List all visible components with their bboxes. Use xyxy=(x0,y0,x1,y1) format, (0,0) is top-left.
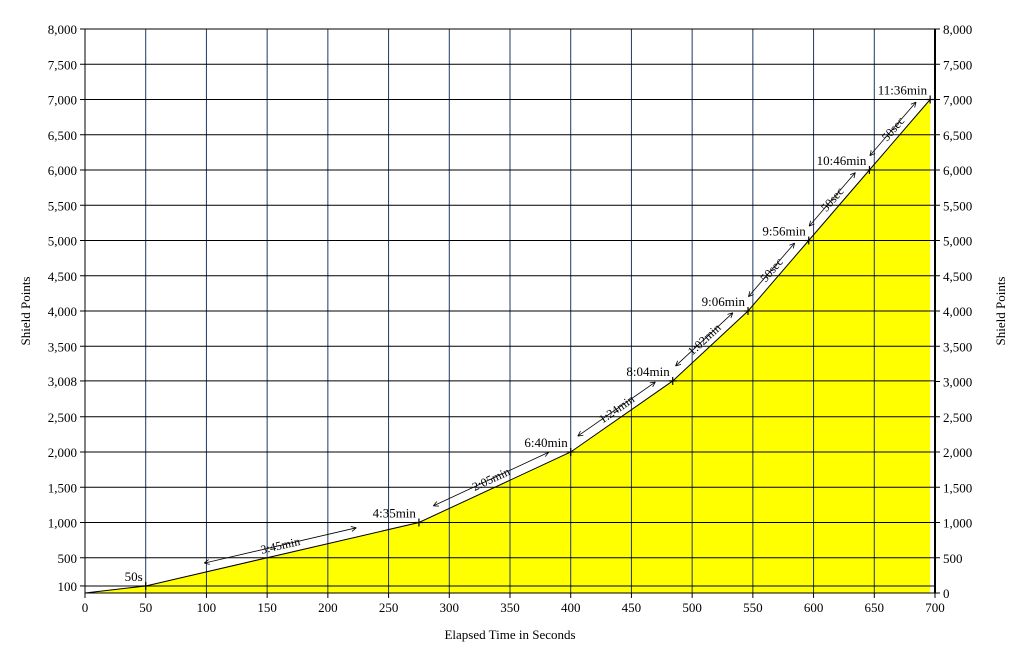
x-axis-title: Elapsed Time in Seconds xyxy=(444,627,575,642)
y-tick-label-left: 100 xyxy=(58,579,78,594)
x-tick-label: 350 xyxy=(500,600,520,615)
y-tick-label-left: 7,500 xyxy=(48,57,77,72)
y-axis-title-right: Shield Points xyxy=(993,277,1008,346)
duration-arrow-line xyxy=(808,172,856,227)
duration-arrow-head-left xyxy=(577,430,584,437)
x-tick-label: 50 xyxy=(139,600,152,615)
y-tick-label-left: 1,000 xyxy=(48,516,77,531)
x-tick-label: 600 xyxy=(804,600,824,615)
duration-arrow-head-right xyxy=(350,526,357,532)
y-tick-label-left: 8,000 xyxy=(48,22,77,37)
x-tick-label: 650 xyxy=(865,600,885,615)
y-tick-label-right: 2,500 xyxy=(943,410,972,425)
duration-arrow-head-right xyxy=(727,312,734,319)
x-tick-label: 450 xyxy=(622,600,642,615)
x-tick-label: 0 xyxy=(82,600,89,615)
y-tick-label-right: 7,000 xyxy=(943,93,972,108)
duration-arrow-line xyxy=(748,242,795,297)
y-tick-label-right: 3,000 xyxy=(943,375,972,390)
y-tick-label-left: 5,000 xyxy=(48,234,77,249)
y-tick-label-left: 3,008 xyxy=(48,374,77,389)
x-tick-label: 150 xyxy=(257,600,277,615)
data-point-label: 8:04min xyxy=(626,364,670,379)
data-point-label: 6:40min xyxy=(524,435,568,450)
y-tick-label-right: 7,500 xyxy=(943,57,972,72)
data-point-label: 9:56min xyxy=(762,224,806,239)
duration-arrow-head-right xyxy=(543,451,550,457)
y-tick-label-left: 4,000 xyxy=(48,304,77,319)
y-tick-label-left: 2,500 xyxy=(48,410,77,425)
x-tick-label: 550 xyxy=(743,600,763,615)
y-tick-label-left: 7,000 xyxy=(48,93,77,108)
y-tick-label-right: 0 xyxy=(943,586,950,601)
y-tick-label-left: 6,500 xyxy=(48,128,77,143)
area-fill xyxy=(85,99,931,593)
y-tick-label-left: 1,500 xyxy=(48,480,77,495)
duration-arrow-head-left xyxy=(748,291,754,298)
duration-arrow-line xyxy=(869,101,917,156)
data-point-label: 50s xyxy=(125,569,143,584)
y-tick-label-right: 4,000 xyxy=(943,304,972,319)
x-tick-label: 500 xyxy=(682,600,702,615)
data-point-label: 10:46min xyxy=(817,153,867,168)
data-point-label: 11:36min xyxy=(878,83,928,98)
duration-arrow-head-left xyxy=(869,150,876,157)
y-tick-label-right: 1,000 xyxy=(943,516,972,531)
y-axis-title-left: Shield Points xyxy=(18,277,33,346)
duration-arrow-head-left xyxy=(433,501,439,507)
duration-arrow-line xyxy=(675,312,734,367)
data-point-label: 4:35min xyxy=(373,506,417,521)
x-tick-label: 250 xyxy=(379,600,399,615)
x-tick-label: 100 xyxy=(197,600,217,615)
duration-arrow-head-right xyxy=(789,242,795,249)
y-tick-label-left: 500 xyxy=(58,551,78,566)
duration-arrow-head-left xyxy=(204,559,210,565)
y-tick-label-right: 8,000 xyxy=(943,22,972,37)
y-tick-label-right: 5,500 xyxy=(943,198,972,213)
duration-arrow-line xyxy=(577,381,656,437)
y-tick-label-left: 4,500 xyxy=(48,269,77,284)
duration-arrow-line xyxy=(204,527,357,564)
y-tick-label-right: 500 xyxy=(943,551,963,566)
duration-arrow-head-right xyxy=(649,381,656,388)
x-tick-label: 400 xyxy=(561,600,581,615)
x-tick-label: 300 xyxy=(440,600,460,615)
x-tick-label: 200 xyxy=(318,600,338,615)
duration-arrow-head-left xyxy=(675,360,682,367)
duration-arrow-line xyxy=(433,451,549,507)
y-tick-label-left: 5,500 xyxy=(48,198,77,213)
duration-arrow-head-left xyxy=(808,220,815,227)
y-tick-label-right: 2,000 xyxy=(943,445,972,460)
y-tick-label-right: 4,500 xyxy=(943,269,972,284)
y-tick-label-left: 3,500 xyxy=(48,339,77,354)
y-tick-label-left: 6,000 xyxy=(48,163,77,178)
y-tick-label-right: 5,000 xyxy=(943,234,972,249)
x-tick-label: 700 xyxy=(925,600,945,615)
duration-arrow-head-right xyxy=(850,172,856,179)
y-tick-label-right: 3,500 xyxy=(943,339,972,354)
data-point-label: 9:06min xyxy=(702,294,746,309)
y-tick-label-right: 6,500 xyxy=(943,128,972,143)
y-tick-label-left: 2,000 xyxy=(48,445,77,460)
y-tick-label-right: 6,000 xyxy=(943,163,972,178)
duration-arrow-head-right xyxy=(910,101,917,108)
y-tick-label-right: 1,500 xyxy=(943,480,972,495)
